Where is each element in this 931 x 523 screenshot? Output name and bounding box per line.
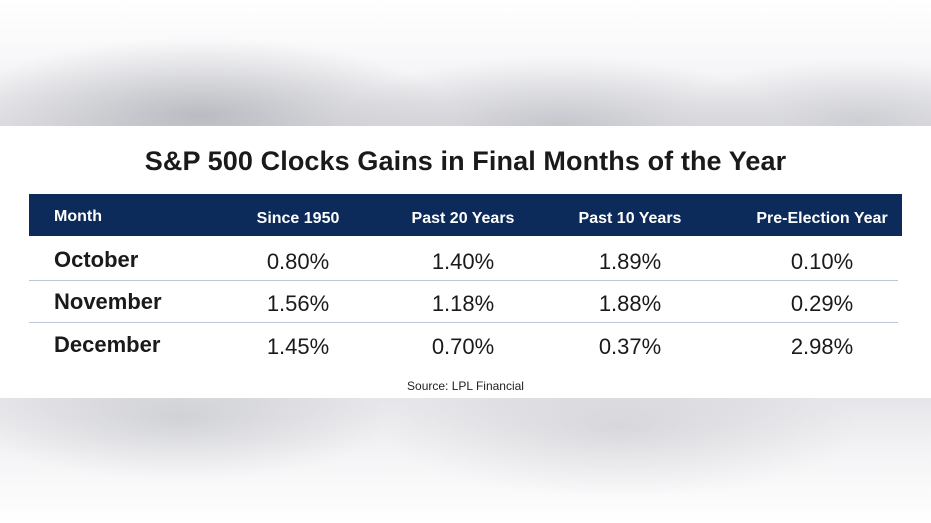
row-divider <box>29 322 898 323</box>
background-top <box>0 0 931 126</box>
source-note: Source: LPL Financial <box>407 379 524 393</box>
row-divider <box>29 280 898 281</box>
background-bottom <box>0 398 931 523</box>
table-row: October 0.80% 1.40% 1.89% 0.10% <box>54 247 854 274</box>
chart-title: S&P 500 Clocks Gains in Final Months of … <box>144 146 787 176</box>
row-label-october: October <box>54 247 139 272</box>
column-header-month: Month <box>54 208 102 225</box>
table-row: December 1.45% 0.70% 0.37% 2.98% <box>54 332 854 359</box>
table-row: November 1.56% 1.18% 1.88% 0.29% <box>54 289 854 316</box>
table-panel: S&P 500 Clocks Gains in Final Months of … <box>0 126 931 398</box>
table-header: Month Since 1950 Past 20 Years Past 10 Y… <box>29 194 902 236</box>
row-label-november: November <box>54 289 162 314</box>
row-label-december: December <box>54 332 161 357</box>
